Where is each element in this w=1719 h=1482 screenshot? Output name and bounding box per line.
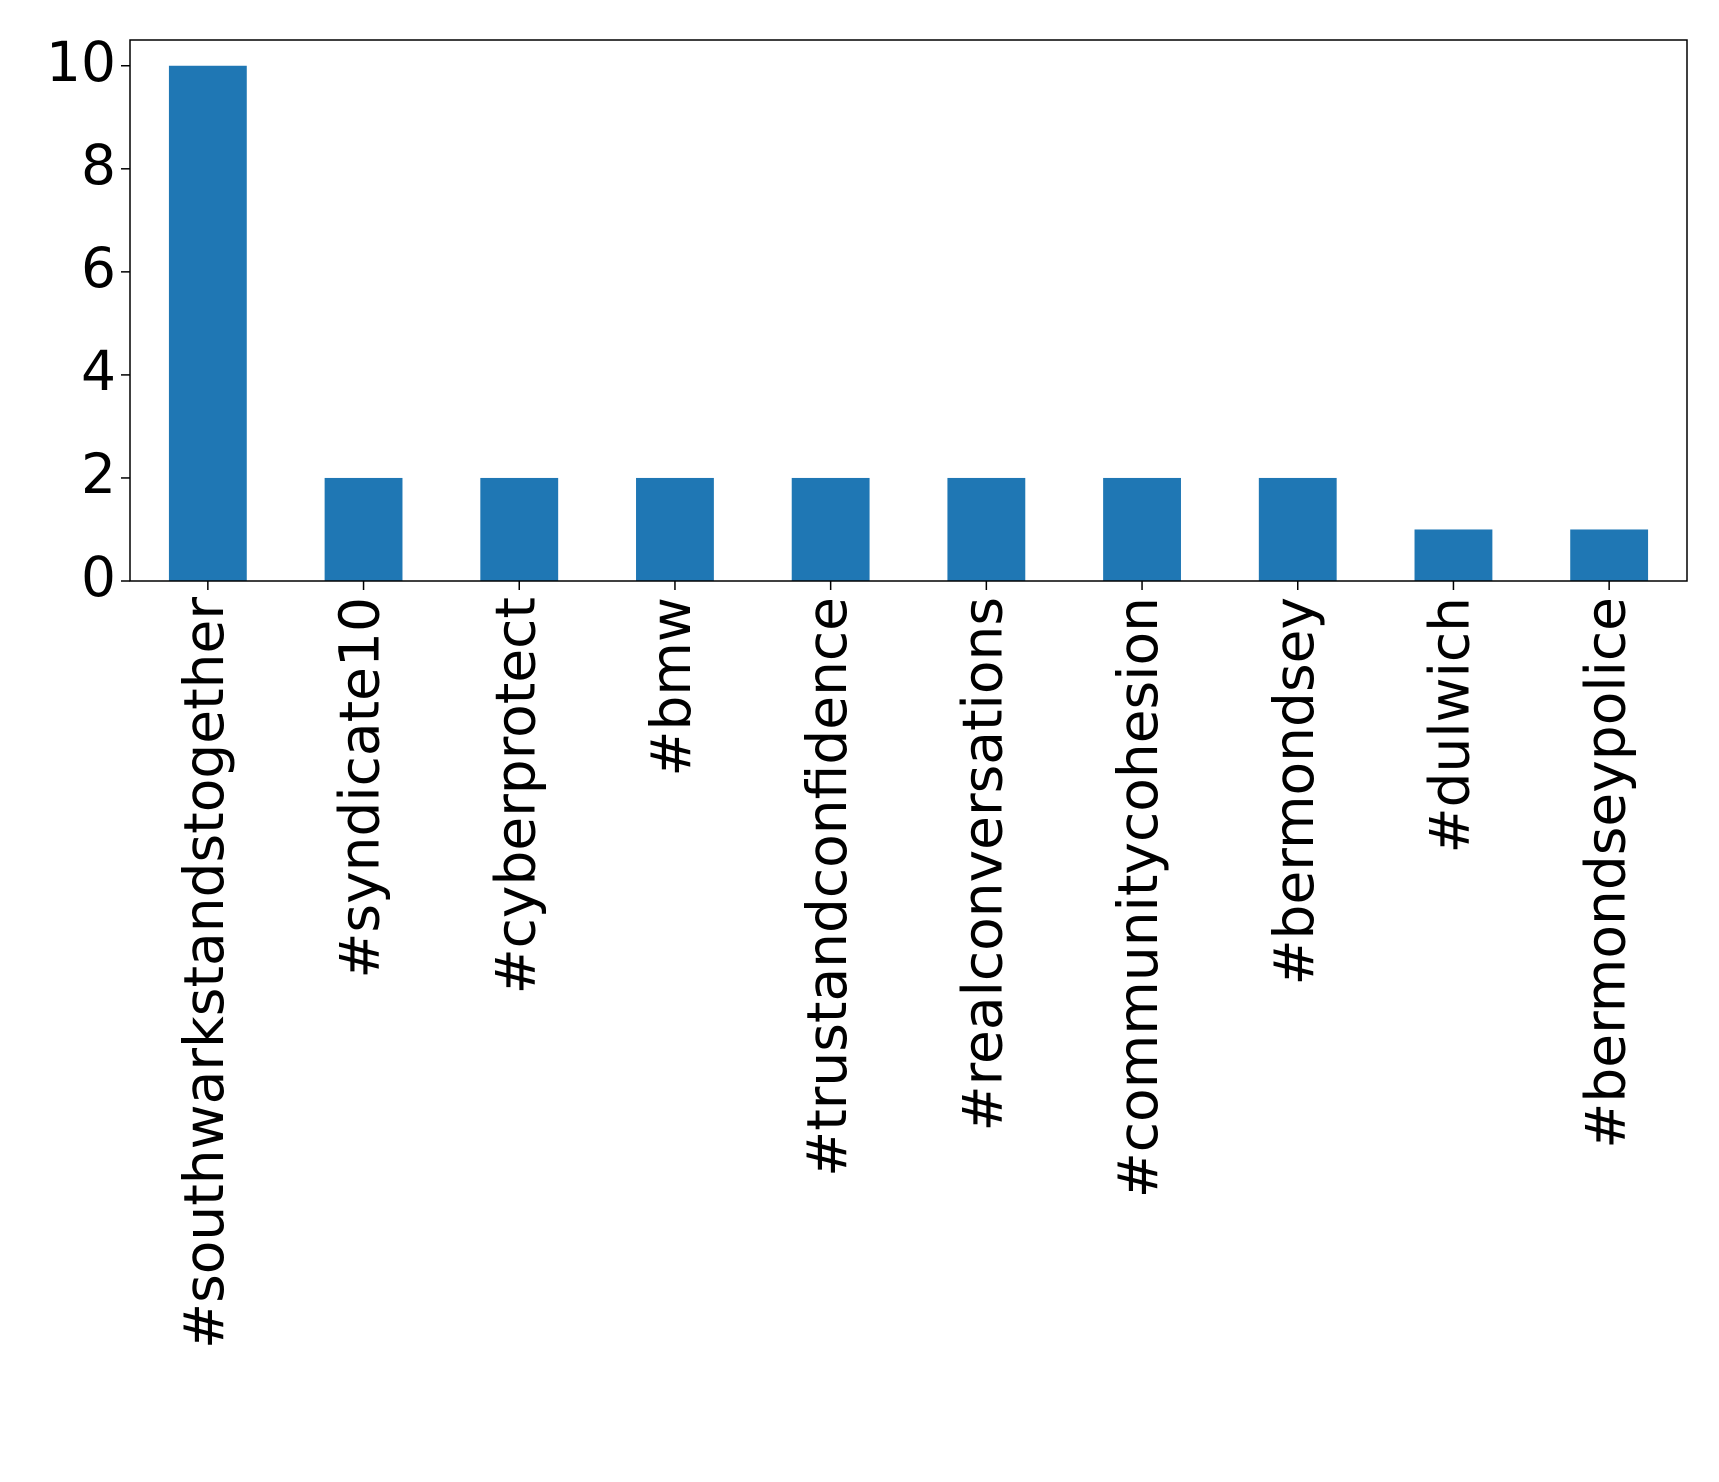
bar xyxy=(1103,477,1181,581)
x-tick-label: #cyberprotect xyxy=(483,597,547,994)
x-tick-label: #bmw xyxy=(639,597,703,777)
bar xyxy=(1258,477,1337,581)
x-tick-label: #realconversations xyxy=(950,597,1014,1131)
axes-frame xyxy=(129,39,1688,582)
x-tick-label: #bermondsey xyxy=(1262,597,1326,986)
bar xyxy=(1414,529,1493,581)
bar xyxy=(324,477,403,581)
y-tick-label: 10 xyxy=(46,30,116,94)
bar xyxy=(480,477,559,581)
y-tick-label: 2 xyxy=(81,442,116,506)
bar xyxy=(636,477,714,581)
x-tick-label: #bermondseypolice xyxy=(1573,597,1637,1149)
y-tick-label: 4 xyxy=(81,339,116,403)
x-tick-label: #dulwich xyxy=(1418,597,1482,854)
x-tick-label: #trustandconfidence xyxy=(795,597,859,1177)
bar xyxy=(947,477,1026,581)
x-tick-label: #southwarkstandstogether xyxy=(172,597,236,1349)
bar xyxy=(168,65,247,581)
y-tick-label: 0 xyxy=(81,545,116,609)
x-tick-label: #syndicate10 xyxy=(328,597,392,979)
y-tick-label: 8 xyxy=(81,133,116,197)
y-tick-label: 6 xyxy=(81,236,116,300)
bar xyxy=(1570,529,1649,581)
bar xyxy=(791,477,870,581)
x-tick-label: #communitycohesion xyxy=(1106,597,1170,1198)
